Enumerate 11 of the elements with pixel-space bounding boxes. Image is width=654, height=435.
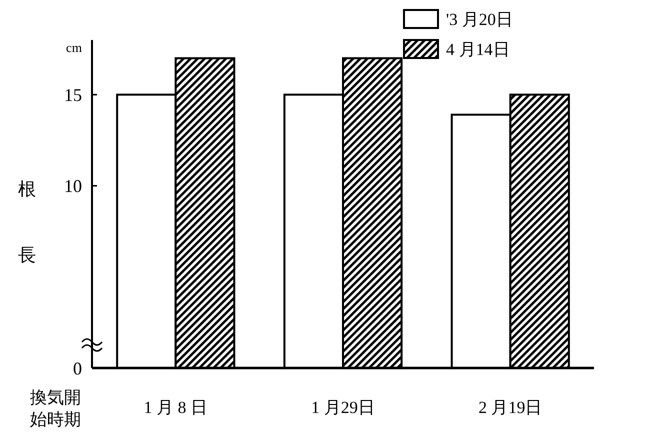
y-tick-label: 15	[64, 84, 82, 105]
x-tick-label: 1 月 8 日	[144, 398, 208, 417]
x-tick-label: 2 月19日	[478, 398, 542, 417]
x-axis-title: 換気開始時期	[30, 388, 81, 429]
text: cm	[66, 40, 82, 55]
legend-label: '3 月20日	[446, 10, 513, 29]
y-tick-label: 10	[64, 176, 82, 196]
y-tick-label: 0	[73, 358, 82, 378]
x-tick-label: 1 月29日	[311, 398, 375, 417]
legend-label: 4 月14日	[446, 40, 510, 59]
y-axis-title: 根長	[17, 165, 37, 299]
